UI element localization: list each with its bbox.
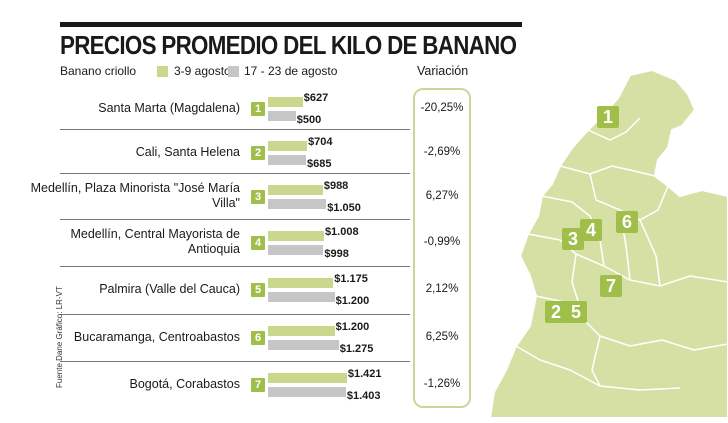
legend-swatch-series2 — [228, 66, 239, 77]
variation-value: -20,25% — [420, 102, 464, 114]
variation-value: -1,26% — [423, 378, 461, 390]
bar-value-label-series1: $1.008 — [324, 226, 359, 238]
row-separator — [60, 266, 410, 267]
category-badge: 7 — [251, 378, 265, 392]
bar-value-label-series1: $1.175 — [334, 273, 368, 285]
category-badge: 3 — [251, 190, 265, 204]
bar-value-label-series1: $704 — [308, 136, 333, 148]
bar-series1 — [268, 278, 334, 288]
category-badge: 6 — [251, 331, 265, 345]
category-badge: 2 — [251, 146, 265, 160]
category-badge: 1 — [251, 102, 265, 116]
bar-value-label-series2: $998 — [324, 248, 349, 260]
bar-value-label-series2: $1.403 — [346, 390, 381, 402]
bar-series1 — [268, 97, 303, 107]
category-label: Palmira (Valle del Cauca) — [99, 281, 240, 296]
bar-value-label-series2: $500 — [296, 114, 322, 126]
title-rule — [60, 22, 522, 27]
bar-series2 — [268, 111, 296, 121]
bar-series2 — [268, 199, 327, 209]
category-badge: 4 — [251, 236, 265, 250]
variation-value: 6,25% — [425, 331, 459, 343]
category-label: Bucaramanga, Centroabastos — [73, 329, 240, 344]
category-label: Bogotá, Corabastos — [129, 376, 241, 391]
category-label: Medellín, Central Mayorista de Antioquia — [70, 227, 240, 256]
source-credit: Fuente Dane Gráfico: LR-VT — [55, 286, 64, 388]
bar-series2 — [268, 245, 324, 255]
variation-value: -2,69% — [423, 146, 461, 158]
row-separator — [60, 173, 410, 174]
category-badge: 5 — [251, 283, 265, 297]
bar-value-label-series1: $627 — [303, 92, 329, 104]
map-pin: 4 — [580, 219, 602, 241]
variation-header: Variación — [417, 64, 469, 78]
bar-series1 — [268, 373, 347, 383]
bar-value-label-series2: $1.200 — [335, 295, 370, 307]
colombia-map: 1 2 5 3 4 6 7 — [480, 68, 728, 419]
map-pin: 2 — [545, 301, 567, 323]
category-label: Cali, Santa Helena — [135, 144, 240, 159]
bar-series2 — [268, 155, 307, 165]
map-pin: 1 — [597, 106, 619, 128]
category-label: Medellín, Plaza Minorista "José María Vi… — [30, 181, 240, 210]
bar-value-label-series1: $1.200 — [335, 321, 370, 333]
map-pin: 7 — [600, 275, 622, 297]
legend-series2-label: 17 - 23 de agosto — [244, 64, 338, 78]
bar-series1 — [268, 326, 335, 336]
bar-value-label-series1: $988 — [323, 180, 349, 192]
bar-value-label-series2: $1.050 — [327, 202, 361, 214]
map-pin: 6 — [616, 211, 638, 233]
bar-series1 — [268, 231, 324, 241]
bar-value-label-series2: $685 — [307, 158, 332, 170]
variation-value: 6,27% — [425, 190, 459, 202]
variation-column-frame — [413, 88, 471, 408]
bar-series2 — [268, 340, 339, 350]
variation-value: 2,12% — [425, 283, 459, 295]
category-label: Santa Marta (Magdalena) — [98, 100, 240, 115]
bar-value-label-series1: $1.421 — [347, 368, 382, 380]
bar-value-label-series2: $1.275 — [339, 343, 374, 355]
bar-series1 — [268, 185, 323, 195]
row-separator — [60, 314, 410, 315]
legend-series1-label: 3-9 agosto — [174, 64, 231, 78]
chart-title: PRECIOS PROMEDIO DEL KILO DE BANANO — [60, 30, 517, 60]
row-separator — [60, 129, 410, 130]
bar-series2 — [268, 387, 346, 397]
bar-series1 — [268, 141, 308, 151]
map-pin: 5 — [565, 301, 587, 323]
map-pin: 3 — [562, 228, 584, 250]
legend-group-label: Banano criollo — [60, 64, 137, 78]
variation-value: -0,99% — [423, 236, 461, 248]
legend-swatch-series1 — [157, 66, 168, 77]
map-country — [488, 68, 728, 419]
row-separator — [60, 361, 410, 362]
row-separator — [60, 219, 410, 220]
bar-series2 — [268, 292, 335, 302]
